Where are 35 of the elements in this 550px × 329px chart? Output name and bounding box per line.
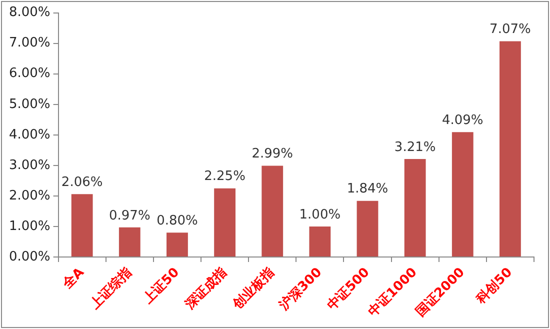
- x-tick-label: 创业板指: [229, 265, 278, 314]
- bar: [166, 232, 188, 256]
- y-tick-label: 3.00%: [8, 158, 50, 173]
- y-tick-label: 7.00%: [8, 36, 50, 51]
- bar: [452, 132, 474, 256]
- data-label: 0.80%: [156, 213, 198, 228]
- y-tick-label: 0.00%: [8, 249, 50, 264]
- x-tick-label: 全A: [60, 265, 88, 293]
- bar: [309, 226, 331, 256]
- bar: [214, 188, 236, 256]
- x-tick-label: 深证成指: [182, 265, 230, 314]
- y-tick-label: 6.00%: [8, 66, 50, 82]
- data-label: 2.06%: [61, 174, 103, 190]
- data-label: 1.84%: [346, 182, 388, 197]
- bar: [500, 41, 521, 256]
- data-label: 7.07%: [490, 22, 531, 38]
- x-tick-label: 上证综指: [86, 264, 135, 314]
- data-label: 2.99%: [252, 146, 294, 162]
- data-label: 1.00%: [299, 207, 341, 222]
- y-tick-label: 4.00%: [8, 127, 50, 142]
- data-label: 4.09%: [442, 113, 484, 128]
- bar: [71, 194, 93, 256]
- x-tick-label: 科创50: [472, 265, 516, 308]
- bar: [118, 227, 140, 256]
- data-label: 3.21%: [394, 140, 436, 155]
- y-tick-label: 5.00%: [8, 96, 50, 112]
- data-label: 0.97%: [108, 208, 150, 224]
- y-tick-label: 1.00%: [8, 218, 50, 234]
- bar: [356, 200, 378, 256]
- data-label: 2.25%: [204, 169, 246, 184]
- bar: [404, 159, 426, 256]
- y-tick-label: 8.00%: [8, 5, 50, 20]
- x-tick-label: 上证50: [140, 265, 182, 308]
- bar: [262, 166, 284, 256]
- y-tick-label: 2.00%: [8, 188, 50, 204]
